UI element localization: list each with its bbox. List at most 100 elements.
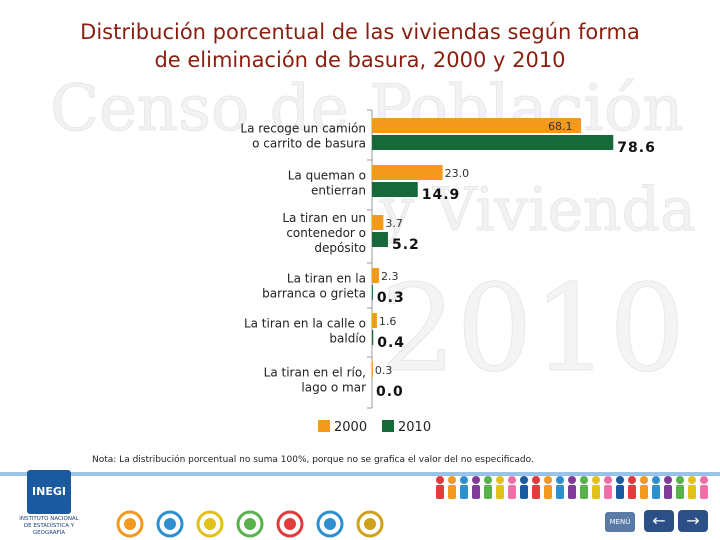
- theme-circle-icon: [324, 518, 336, 530]
- watermark-line2: y Vivienda: [379, 175, 696, 245]
- person-icon: [640, 476, 648, 484]
- person-icon: [508, 485, 516, 499]
- theme-circle-icon: [124, 518, 136, 530]
- theme-circle-icon: [284, 518, 296, 530]
- person-icon: [520, 485, 528, 499]
- data-label-2000: 1.6: [379, 315, 397, 328]
- person-icon: [640, 485, 648, 499]
- inegi-logo-mark: INEGI: [27, 470, 71, 514]
- category-label: baldío: [329, 332, 366, 346]
- person-icon: [580, 485, 588, 499]
- data-label-2010: 78.6: [617, 140, 656, 156]
- bar-2010: [372, 182, 418, 197]
- category-label: La tiran en un: [282, 211, 366, 225]
- person-icon: [616, 485, 624, 499]
- people-figures: [436, 476, 708, 499]
- bar-2010: [372, 135, 614, 150]
- person-icon: [436, 485, 444, 499]
- person-icon: [652, 476, 660, 484]
- census-watermark: Censo de Población y Vivienda 2010: [50, 72, 697, 400]
- bar-2000: [372, 268, 380, 283]
- data-label-2010: 14.9: [422, 187, 461, 203]
- category-label: contenedor o: [286, 226, 366, 240]
- category-label: o carrito de basura: [252, 137, 366, 151]
- chart-title-line1: Distribución porcentual de las viviendas…: [80, 20, 640, 44]
- person-icon: [664, 476, 672, 484]
- inegi-logo-caption-line2: DE ESTADÍSTICA Y GEOGRAFÍA: [23, 523, 75, 536]
- menu-button[interactable]: MENÚ: [605, 512, 635, 532]
- category-label: La queman o: [288, 169, 366, 183]
- bar-2000: [372, 215, 384, 230]
- person-icon: [592, 485, 600, 499]
- data-label-2000: 2.3: [381, 270, 399, 283]
- person-icon: [472, 485, 480, 499]
- footer-people-strip: [0, 472, 720, 538]
- watermark-line3: 2010: [380, 260, 685, 399]
- category-label: barranca o grieta: [262, 287, 366, 301]
- bar-2000: [372, 362, 373, 377]
- data-label-2000: 68.1: [548, 120, 573, 133]
- chart-title: Distribución porcentual de las viviendas…: [20, 18, 700, 74]
- arrow-left-icon[interactable]: ←: [644, 510, 674, 532]
- person-icon: [496, 476, 504, 484]
- bar-2000: [372, 118, 582, 133]
- category-label: entierran: [311, 184, 366, 198]
- person-icon: [532, 485, 540, 499]
- category-label: lago o mar: [301, 381, 366, 395]
- data-label-2010: 0.3: [377, 290, 405, 306]
- person-icon: [496, 485, 504, 499]
- person-icon: [688, 476, 696, 484]
- person-icon: [544, 485, 552, 499]
- person-icon: [460, 476, 468, 484]
- person-icon: [568, 485, 576, 499]
- category-label: La tiran en la calle o: [244, 317, 366, 331]
- legend-swatch-2010: [382, 420, 394, 432]
- person-icon: [664, 485, 672, 499]
- person-icon: [616, 476, 624, 484]
- person-icon: [460, 485, 468, 499]
- watermark-line1: Censo de Población: [50, 72, 684, 146]
- person-icon: [652, 485, 660, 499]
- data-label-2010: 5.2: [392, 237, 420, 253]
- person-icon: [544, 476, 552, 484]
- person-icon: [628, 485, 636, 499]
- footer-band: [0, 472, 720, 476]
- theme-circle-icon: [364, 518, 376, 530]
- person-icon: [628, 476, 636, 484]
- bar-2010: [372, 285, 373, 300]
- theme-circle-icon: [204, 518, 216, 530]
- person-icon: [700, 485, 708, 499]
- person-icon: [448, 476, 456, 484]
- data-label-2000: 0.3: [375, 364, 393, 377]
- bar-2010: [372, 330, 374, 345]
- theme-icons: [116, 510, 384, 538]
- person-icon: [592, 476, 600, 484]
- data-label-2000: 3.7: [385, 217, 403, 230]
- inegi-logo-caption-line1: INSTITUTO NACIONAL: [19, 516, 79, 522]
- theme-circle-icon: [244, 518, 256, 530]
- arrow-right-icon[interactable]: →: [678, 510, 708, 532]
- theme-circle-icon: [164, 518, 176, 530]
- category-label: depósito: [314, 241, 366, 255]
- person-icon: [520, 476, 528, 484]
- person-icon: [484, 476, 492, 484]
- legend-swatch-2000: [318, 420, 330, 432]
- person-icon: [532, 476, 540, 484]
- chart-title-line2: de eliminación de basura, 2000 y 2010: [154, 48, 566, 72]
- person-icon: [472, 476, 480, 484]
- person-icon: [436, 476, 444, 484]
- footnote: Nota: La distribución porcentual no suma…: [92, 455, 534, 465]
- data-label-2000: 23.0: [445, 167, 470, 180]
- data-label-2010: 0.4: [377, 335, 405, 351]
- person-icon: [676, 485, 684, 499]
- person-icon: [580, 476, 588, 484]
- category-label: La recoge un camión: [240, 122, 366, 136]
- person-icon: [568, 476, 576, 484]
- person-icon: [700, 476, 708, 484]
- bar-2000: [372, 165, 443, 180]
- person-icon: [604, 476, 612, 484]
- inegi-logo: INEGI INSTITUTO NACIONAL DE ESTADÍSTICA …: [14, 470, 84, 537]
- bar-2010: [372, 232, 388, 247]
- person-icon: [556, 485, 564, 499]
